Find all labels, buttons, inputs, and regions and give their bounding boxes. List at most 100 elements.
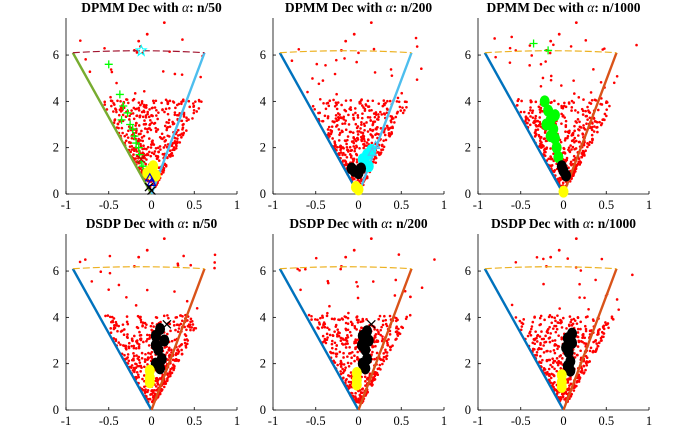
x-tick-label: 0.5 xyxy=(598,414,614,428)
data-point xyxy=(374,344,377,348)
left-boundary-line xyxy=(71,52,153,195)
data-point xyxy=(580,367,584,370)
data-point xyxy=(379,333,382,337)
data-point xyxy=(377,151,381,154)
data-point xyxy=(145,32,149,36)
data-point xyxy=(145,339,148,343)
title-suffix: : n/50 xyxy=(189,0,222,15)
data-point xyxy=(139,144,143,148)
data-point xyxy=(185,328,188,332)
data-point xyxy=(610,315,614,318)
data-point xyxy=(514,260,518,264)
cluster-marker xyxy=(558,185,569,198)
data-point xyxy=(585,361,588,365)
data-point xyxy=(141,115,145,119)
data-point xyxy=(152,325,155,328)
data-point xyxy=(581,113,585,116)
cluster-marker xyxy=(556,160,567,173)
data-point xyxy=(583,324,587,328)
data-point xyxy=(360,131,363,134)
data-point xyxy=(367,138,370,142)
data-point xyxy=(554,319,557,323)
data-point xyxy=(581,152,584,156)
data-point xyxy=(348,345,351,349)
data-point xyxy=(321,314,324,318)
data-point xyxy=(165,379,169,383)
data-point xyxy=(156,128,160,131)
data-point xyxy=(535,354,539,357)
y-tick-label: 0 xyxy=(53,403,59,417)
data-point xyxy=(145,288,149,292)
x-tick-label: 0.5 xyxy=(598,198,614,212)
data-point xyxy=(551,361,555,365)
data-point xyxy=(182,115,186,118)
data-point xyxy=(181,126,185,130)
data-point-cloud xyxy=(510,237,634,403)
data-point xyxy=(128,118,131,121)
data-point xyxy=(339,370,342,373)
data-point xyxy=(379,328,383,332)
cluster-marker xyxy=(366,319,376,329)
data-point xyxy=(326,281,330,285)
data-point xyxy=(531,116,535,119)
data-point xyxy=(120,329,124,332)
data-point xyxy=(542,351,546,354)
data-point xyxy=(115,126,119,129)
data-point xyxy=(131,369,135,372)
title-prefix: DSDP Dec with xyxy=(289,216,381,231)
data-point-cloud xyxy=(296,237,436,405)
data-point xyxy=(360,104,364,107)
data-point xyxy=(345,155,349,159)
data-point xyxy=(592,130,596,133)
data-point xyxy=(353,359,356,363)
data-point xyxy=(157,159,161,162)
data-point xyxy=(532,121,536,125)
data-point xyxy=(605,101,609,104)
data-point xyxy=(316,318,319,322)
data-point xyxy=(149,154,153,158)
data-point xyxy=(368,109,371,112)
data-point xyxy=(341,367,344,371)
data-point xyxy=(542,257,545,261)
data-point xyxy=(180,319,184,323)
data-point xyxy=(526,117,529,120)
data-point xyxy=(559,354,563,357)
data-point xyxy=(373,115,377,119)
cluster-marker xyxy=(539,95,550,108)
data-point xyxy=(334,143,337,147)
data-point xyxy=(581,336,584,340)
cluster-series-1 xyxy=(356,325,374,375)
data-point xyxy=(380,339,384,343)
data-point xyxy=(124,344,128,348)
data-point xyxy=(169,152,173,156)
data-point xyxy=(588,360,591,363)
data-point xyxy=(139,364,143,368)
data-point xyxy=(160,389,163,393)
data-point xyxy=(139,337,142,341)
data-point xyxy=(375,117,379,121)
y-tick-label: 0 xyxy=(465,403,471,417)
panel-6: -1 -0.5 0 0.5 1 0 2 4 6 DSDP Dec with α: n/1000 xyxy=(465,216,652,428)
data-point xyxy=(373,357,376,361)
data-point xyxy=(392,117,395,120)
data-point xyxy=(336,333,339,336)
data-point xyxy=(560,337,564,341)
data-point xyxy=(334,113,338,117)
data-point xyxy=(420,286,424,290)
data-point xyxy=(548,336,552,339)
data-point xyxy=(125,133,129,136)
data-point xyxy=(600,335,604,339)
data-point xyxy=(140,100,144,103)
data-point xyxy=(569,376,572,379)
data-point xyxy=(584,109,587,113)
data-point xyxy=(556,347,559,351)
data-point xyxy=(137,109,141,112)
data-point xyxy=(110,315,114,319)
data-point xyxy=(191,117,194,120)
data-point xyxy=(154,126,158,130)
data-point xyxy=(84,258,87,261)
cluster-marker xyxy=(353,183,364,196)
data-point xyxy=(415,78,419,81)
data-point xyxy=(147,127,151,130)
cluster-series-3 xyxy=(136,154,146,164)
